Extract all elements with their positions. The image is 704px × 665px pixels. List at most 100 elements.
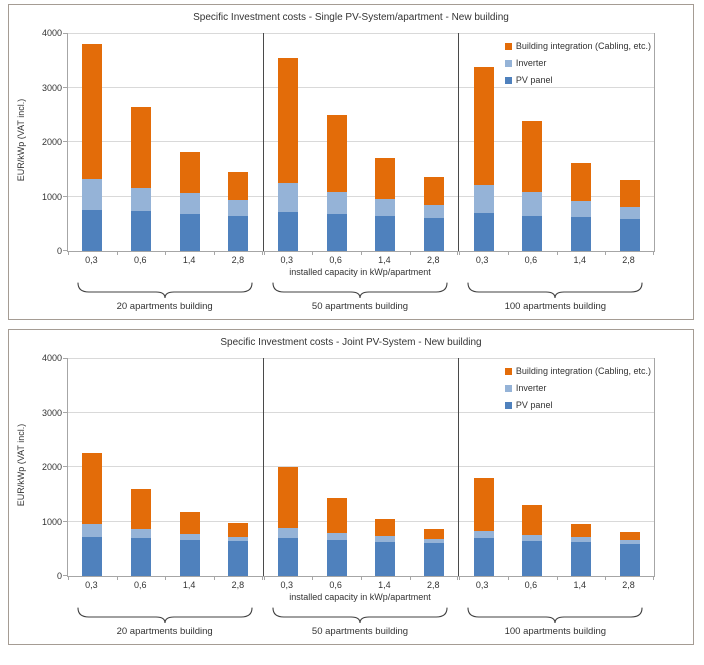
x-axis-title: installed capacity in kWp/apartment — [289, 267, 431, 277]
bar-segment-inverter — [619, 206, 640, 219]
group-brace — [272, 607, 448, 624]
x-axis-tick-label: 2,8 — [426, 255, 440, 265]
bar-group — [458, 358, 655, 580]
x-label-group: 0,3 0,6 1,4 2,8 — [262, 580, 457, 590]
bar-segment-pv-panel — [375, 541, 396, 576]
y-axis-tick — [63, 411, 67, 413]
bar-segment-pv-panel — [179, 213, 200, 251]
x-axis-tick-label: 0,6 — [329, 580, 342, 590]
y-axis-tick-label: 3000 — [41, 407, 62, 418]
x-axis-tick-label: 1,4 — [573, 580, 586, 590]
x-axis-tick-label: 0,3 — [280, 580, 293, 590]
bar-segment-building-integration-cabling-etc — [228, 522, 249, 537]
group-brace — [272, 282, 448, 299]
bar-slot — [264, 33, 313, 251]
bar-slot — [605, 33, 654, 251]
legend-swatch-icon — [504, 59, 512, 67]
x-axis-tick — [68, 252, 69, 255]
plot-area: 4000 3000 2000 1000 0 Building integration (C… — [42, 353, 655, 581]
bar-segment-building-integration-cabling-etc — [179, 151, 200, 194]
bar-group — [68, 358, 263, 580]
bar-slot — [361, 33, 410, 251]
x-axis-tick-label: 1,4 — [378, 255, 391, 265]
legend-label: Building integration (Cabling, etc.) — [515, 41, 651, 51]
bar-segment-pv-panel — [326, 539, 347, 576]
bar-segment-inverter — [131, 529, 151, 539]
x-axis-tick — [312, 577, 314, 580]
bar-segment-pv-panel — [522, 540, 543, 576]
bar-group — [458, 33, 655, 255]
bar-segment-building-integration-cabling-etc — [473, 66, 494, 185]
bar-slot — [410, 358, 459, 576]
x-axis-tick — [605, 252, 607, 255]
bar-segment-pv-panel — [131, 538, 151, 576]
y-axis-tick-label: 3000 — [41, 82, 62, 93]
bar-segment-pv-panel — [82, 210, 103, 251]
stacked-bar — [179, 358, 200, 576]
y-axis-tick-label: 4000 — [41, 28, 62, 38]
legend-swatch-icon — [504, 42, 512, 50]
group-labels: 20 apartments building 50 apartments buil… — [67, 626, 653, 637]
legend-label: Building integration (Cabling, etc.) — [515, 366, 651, 376]
bar-segment-inverter — [179, 193, 200, 214]
bar-segment-pv-panel — [571, 542, 592, 576]
group-brace — [77, 282, 253, 299]
bar-segment-inverter — [522, 192, 543, 216]
bar-segment-pv-panel — [326, 213, 347, 251]
bar-groups — [68, 33, 655, 255]
x-axis-tick — [457, 577, 459, 580]
bar-segment-pv-panel — [375, 216, 396, 251]
bar-segment-building-integration-cabling-etc — [571, 524, 592, 538]
x-axis-tick — [263, 252, 265, 255]
x-axis-tick — [409, 577, 411, 580]
group-brace-wrap — [458, 607, 653, 625]
bar-segment-pv-panel — [473, 538, 494, 576]
y-axis-tick — [63, 250, 67, 251]
chart-title: Specific Investment costs - Single PV-Sy… — [193, 12, 509, 23]
legend-item: Inverter — [504, 58, 651, 68]
x-axis-tick — [459, 252, 461, 255]
bar-slot — [459, 33, 508, 251]
bar-segment-pv-panel — [473, 212, 494, 251]
group-brace — [77, 607, 253, 624]
gridline — [68, 141, 654, 142]
bar-group — [262, 358, 459, 580]
bar-segment-inverter — [571, 537, 592, 543]
group-brace-wrap — [262, 607, 457, 625]
y-axis-tick-label: 4000 — [41, 353, 62, 363]
stacked-bar — [424, 33, 445, 251]
stacked-bar — [473, 358, 494, 576]
legend-label: Inverter — [515, 383, 547, 393]
x-axis-tick — [361, 252, 362, 255]
x-axis-tick — [361, 577, 362, 580]
x-axis-tick — [214, 252, 215, 255]
y-axis-tick — [63, 86, 67, 88]
x-axis-tick-label: 1,4 — [182, 255, 196, 265]
x-axis-tick — [653, 577, 655, 580]
group-label: 20 apartments building — [116, 301, 213, 312]
bar-segment-building-integration-cabling-etc — [424, 177, 445, 205]
x-axis-tick — [165, 577, 167, 580]
bar-segment-pv-panel — [228, 541, 249, 576]
bar-segment-inverter — [424, 538, 445, 544]
group-label: 50 apartments building — [311, 301, 409, 312]
gridline — [68, 33, 654, 34]
legend-item: PV panel — [504, 400, 651, 410]
x-axis-tick-label: 2,8 — [231, 580, 245, 590]
bar-segment-building-integration-cabling-etc — [82, 43, 103, 180]
bar-slot — [557, 358, 606, 576]
bar-segment-pv-panel — [619, 218, 640, 251]
bar-slots — [68, 33, 263, 251]
x-axis-tick-label: 1,4 — [573, 255, 586, 265]
bar-segment-building-integration-cabling-etc — [619, 180, 640, 207]
x-axis-tick-label: 0,3 — [475, 580, 489, 590]
chart-panel-joint-pv-system: Specific Investment costs - Joint PV-Sys… — [8, 329, 694, 645]
bar-slot — [508, 358, 557, 576]
legend: Building integration (Cabling, etc.) Inve… — [504, 366, 651, 417]
plot-area: 4000 3000 2000 1000 0 Building integration (C… — [42, 28, 655, 256]
group-label: 100 apartments building — [504, 626, 607, 637]
stacked-bar — [326, 358, 347, 576]
stacked-bar — [278, 33, 298, 251]
bar-slot — [557, 33, 606, 251]
bar-slot — [312, 33, 361, 251]
